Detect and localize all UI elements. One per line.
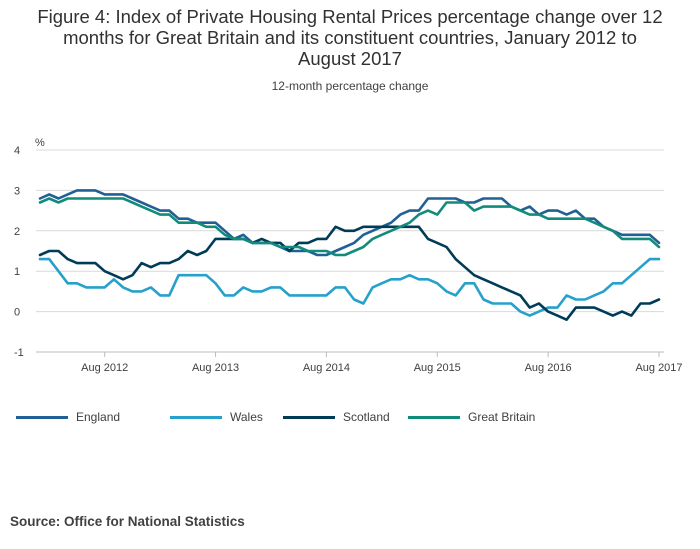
series-line-wales[interactable]: [38, 257, 661, 317]
x-tick-label: Aug 2012: [81, 362, 128, 374]
x-tick-label: Aug 2013: [192, 362, 239, 374]
source-note: Source: Office for National Statistics: [10, 514, 245, 529]
legend-item-england[interactable]: England: [16, 410, 120, 424]
legend-label-scotland: Scotland: [343, 410, 390, 424]
x-tick-label: Aug 2015: [414, 362, 461, 374]
series-line-england[interactable]: [38, 189, 661, 257]
legend-swatch-scotland: [283, 415, 335, 419]
x-tick-label: Aug 2017: [635, 362, 682, 374]
gridlines: [36, 149, 664, 353]
legend-label-england: England: [76, 410, 121, 424]
chart-title-line-3: August 2017: [298, 48, 402, 69]
series-line-great-britain[interactable]: [38, 197, 661, 257]
legend-label-wales: Wales: [230, 410, 263, 424]
chart-title-line-1: Figure 4: Index of Private Housing Renta…: [37, 6, 663, 27]
legend-label-great-britain: Great Britain: [468, 410, 536, 424]
series-lines: [38, 189, 661, 322]
y-tick-label: 4: [14, 145, 20, 157]
series-line-scotland[interactable]: [38, 225, 661, 322]
y-tick-label: 1: [14, 266, 20, 278]
y-tick-label: 3: [14, 185, 20, 197]
y-tick-label: 0: [14, 307, 20, 319]
legend-swatch-england: [16, 415, 68, 419]
legend-swatch-wales: [170, 415, 222, 419]
legend-item-scotland[interactable]: Scotland: [283, 410, 390, 424]
y-tick-label: -1: [14, 347, 24, 359]
y-axis-label: %: [35, 137, 45, 149]
legend-swatch-great-britain: [408, 415, 460, 419]
x-tick-label: Aug 2014: [303, 362, 350, 374]
axes: 4 3 2 1 0 -1% Aug 2012 Aug 2013 Aug 2014 Aug 2015…: [14, 137, 683, 374]
chart-title: Figure 4: Index of Private Housing Renta…: [0, 6, 700, 69]
line-chart: 4 3 2 1 0 -1% Aug 2012 Aug 2013 Aug 2014 Aug 2015…: [14, 137, 683, 374]
legend-item-wales[interactable]: Wales: [170, 410, 263, 424]
chart-title-line-2: months for Great Britain and its constit…: [63, 27, 637, 48]
x-tick-label: Aug 2016: [525, 362, 572, 374]
legend-item-great-britain[interactable]: Great Britain: [408, 410, 535, 424]
chart-subtitle: 12-month percentage change: [271, 79, 429, 93]
y-tick-label: 2: [14, 226, 20, 238]
